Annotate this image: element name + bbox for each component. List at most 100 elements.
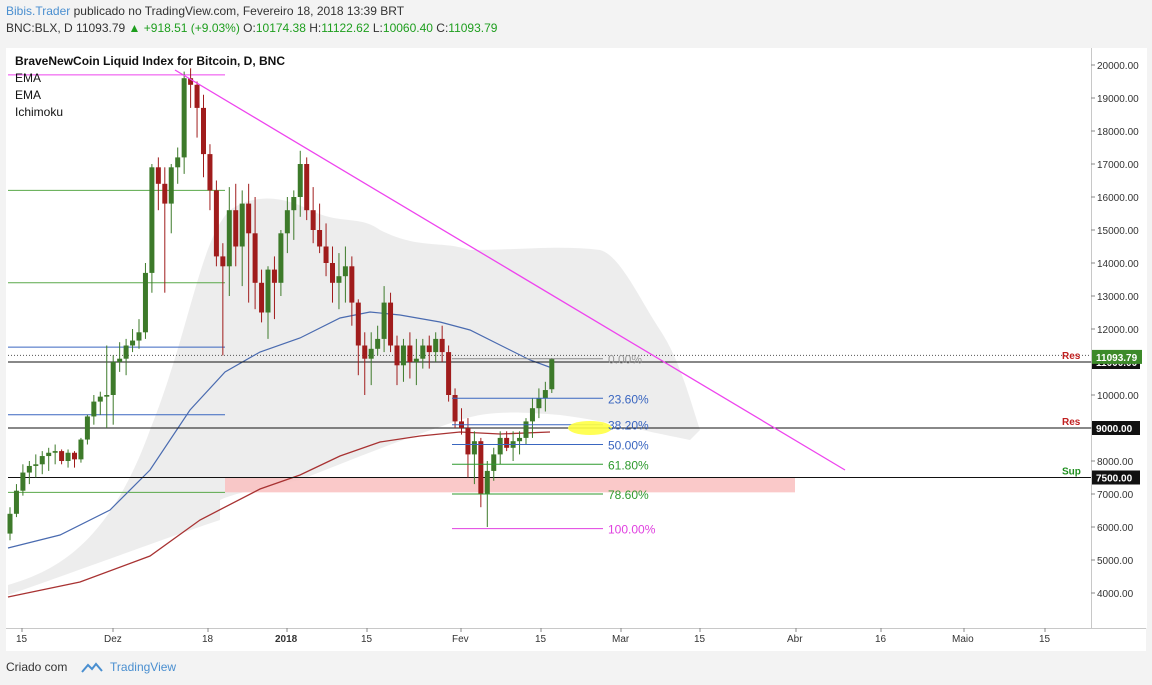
candle-body	[446, 352, 452, 395]
low-label: L:	[372, 21, 383, 35]
x-tick-label: 15	[16, 634, 28, 645]
candle-body	[155, 167, 161, 184]
candle-body	[368, 348, 374, 359]
candle-body	[252, 233, 258, 283]
candle-body	[484, 470, 490, 494]
change-value: ▲ +918.51 (+9.03%)	[128, 21, 240, 35]
price-axis[interactable]	[1091, 48, 1147, 628]
legend-item-ema-2[interactable]: EMA	[15, 88, 42, 102]
tradingview-brand-link[interactable]: TradingView	[110, 660, 177, 674]
y-tick-label: 20000.00	[1097, 61, 1139, 72]
candle-body	[259, 282, 265, 313]
plot-group	[7, 68, 1091, 598]
candle-body	[330, 263, 335, 283]
candle-body	[26, 465, 32, 473]
y-tick-label: 14000.00	[1097, 259, 1139, 270]
chart-svg: 0.00% 23.60% 38.20% 50.00% 61.80% 78.60% 100.0…	[7, 61, 1142, 645]
fib-label: 23.60%	[608, 392, 649, 406]
candle-body	[439, 338, 445, 353]
candle-body	[136, 332, 142, 341]
candle-body	[317, 230, 323, 247]
candle-body	[355, 302, 361, 346]
candle-body	[536, 398, 542, 409]
level-axis-label: 7500.00	[1096, 474, 1133, 485]
candle-body	[265, 269, 271, 313]
candle-body	[452, 395, 458, 422]
fib-label: 0.00%	[608, 353, 642, 367]
time-axis[interactable]	[6, 628, 1146, 651]
candle-body	[491, 454, 497, 471]
y-tick-label: 18000.00	[1097, 127, 1139, 138]
legend-item-ema-1[interactable]: EMA	[15, 71, 42, 85]
candle-body	[375, 338, 381, 349]
candle-body	[297, 164, 303, 197]
level-tag-label: Sup	[1062, 467, 1081, 478]
candle-body	[349, 266, 355, 303]
support-zone	[225, 477, 795, 493]
level-axis-box	[1092, 470, 1140, 485]
x-tick-label: 18	[202, 634, 214, 645]
x-tick-label: Abr	[787, 634, 803, 645]
candle-body	[420, 345, 426, 359]
publish-line: Bibis.Trader publicado no TradingView.co…	[6, 4, 404, 18]
x-tick-label: Mar	[612, 634, 630, 645]
open-value: 10174.38	[255, 21, 306, 35]
candle-body	[517, 437, 523, 442]
candle-body	[284, 210, 290, 234]
candle-body	[13, 490, 19, 514]
y-tick-label: 6000.00	[1097, 523, 1134, 534]
candle-body	[149, 167, 155, 273]
candle-body	[342, 266, 348, 277]
candle-body	[110, 362, 116, 395]
x-tick-label: Dez	[104, 634, 122, 645]
candle-body	[226, 210, 232, 267]
level-tag-label: Res	[1062, 351, 1081, 362]
candle-body	[426, 345, 432, 353]
x-tick-label: Fev	[452, 634, 469, 645]
candle-body	[523, 421, 529, 438]
y-tick-label: 17000.00	[1097, 160, 1139, 171]
candle-body	[271, 269, 277, 283]
legend-item-ichimoku[interactable]: Ichimoku	[15, 105, 64, 119]
candle-body	[310, 210, 316, 230]
candle-body	[239, 203, 245, 247]
ema-blue-line	[7, 311, 553, 549]
y-tick-label: 13000.00	[1097, 292, 1139, 303]
candle-body	[65, 452, 71, 461]
highlight-ellipse	[568, 421, 612, 435]
y-tick-label: 12000.00	[1097, 325, 1139, 336]
candle-body	[433, 338, 439, 353]
level-tag-label: Res	[1062, 417, 1081, 428]
open-label: O:	[243, 21, 256, 35]
candle-body	[188, 78, 194, 85]
candle-body	[220, 256, 226, 267]
chart-area[interactable]	[6, 48, 1091, 628]
candle-body	[20, 472, 26, 491]
candle-body	[181, 78, 187, 158]
footer: Criado com TradingView	[6, 660, 176, 674]
tradingview-logo-icon	[80, 662, 103, 673]
candle-body	[46, 452, 52, 457]
candle-body	[304, 164, 310, 211]
author-link[interactable]: Bibis.Trader	[6, 4, 71, 18]
candle-body	[91, 401, 97, 417]
descending-trendline	[174, 69, 846, 471]
candle-body	[207, 154, 213, 191]
candle-body	[394, 345, 400, 366]
close-label: C:	[436, 21, 449, 35]
candle-body	[7, 513, 13, 534]
candle-body	[84, 416, 90, 440]
candle-body	[97, 396, 103, 402]
candle-body	[291, 197, 297, 211]
fib-label: 100.00%	[608, 523, 656, 537]
candle-body	[213, 190, 219, 257]
candle-body	[407, 345, 413, 362]
candle-body	[123, 345, 129, 359]
candle-body	[323, 246, 329, 263]
high-label: H:	[309, 21, 322, 35]
candle-body	[117, 358, 123, 362]
candle-body	[413, 358, 419, 362]
candle-body	[78, 439, 84, 460]
candle-body	[542, 390, 548, 399]
level-axis-box	[1092, 421, 1140, 435]
